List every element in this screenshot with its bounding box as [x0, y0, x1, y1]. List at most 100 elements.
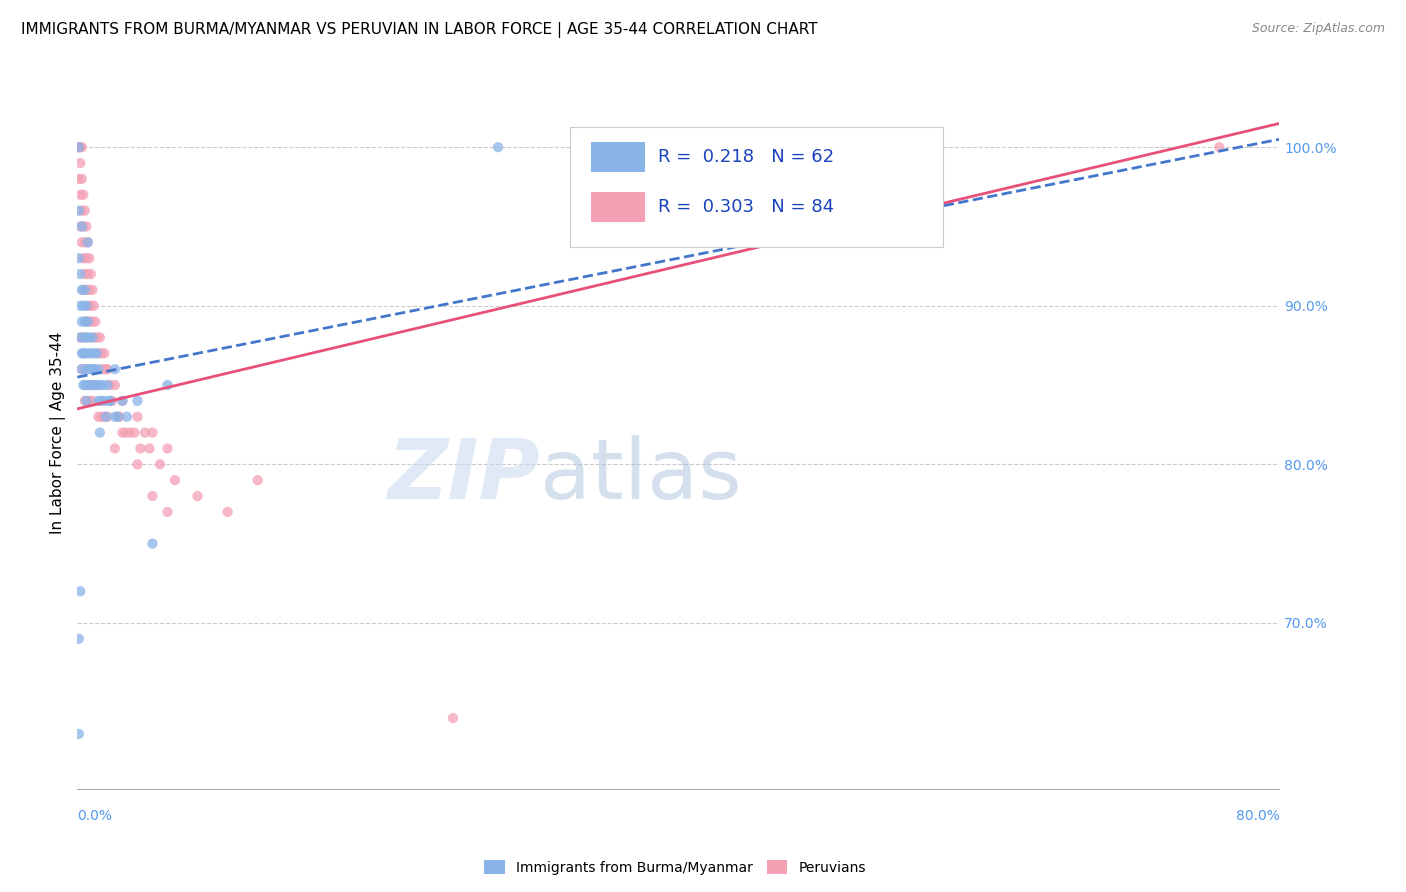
Point	[73, 267, 96, 281]
Point	[141, 425, 163, 440]
Point	[70, 203, 93, 218]
Point	[76, 235, 98, 250]
Point	[115, 409, 138, 424]
Point	[127, 393, 149, 408]
Point	[118, 425, 141, 440]
Point	[163, 473, 186, 487]
Point	[86, 378, 108, 392]
Legend: Immigrants from Burma/Myanmar, Peruvians: Immigrants from Burma/Myanmar, Peruvians	[478, 855, 872, 880]
Point	[104, 442, 127, 456]
Point	[91, 378, 114, 392]
Point	[79, 283, 101, 297]
Point	[96, 378, 118, 392]
Point	[75, 219, 97, 234]
Point	[72, 283, 94, 297]
Point	[89, 425, 111, 440]
Point	[97, 393, 120, 408]
Point	[114, 425, 136, 440]
Point	[82, 330, 104, 344]
Point	[93, 346, 115, 360]
Point	[72, 251, 94, 265]
Point	[67, 140, 90, 154]
Point	[82, 362, 104, 376]
Point	[79, 393, 101, 408]
Point	[67, 203, 90, 218]
Point	[217, 505, 239, 519]
Point	[91, 362, 114, 376]
Point	[67, 140, 90, 154]
Point	[111, 393, 134, 408]
Point	[70, 346, 93, 360]
Point	[67, 140, 90, 154]
Point	[129, 442, 152, 456]
Point	[1208, 140, 1230, 154]
Point	[70, 362, 93, 376]
Point	[79, 315, 101, 329]
Point	[73, 203, 96, 218]
Point	[100, 393, 122, 408]
Point	[69, 584, 91, 599]
Point	[87, 409, 110, 424]
Point	[127, 409, 149, 424]
Point	[69, 299, 91, 313]
Point	[104, 378, 127, 392]
Point	[83, 330, 105, 344]
Point	[83, 346, 105, 360]
Point	[72, 330, 94, 344]
Bar	[591, 192, 645, 222]
Point	[73, 330, 96, 344]
Point	[67, 251, 90, 265]
Point	[108, 409, 131, 424]
Point	[72, 219, 94, 234]
Point	[101, 393, 124, 408]
Point	[96, 362, 118, 376]
Text: atlas: atlas	[540, 435, 742, 516]
Point	[441, 711, 464, 725]
Point	[87, 346, 110, 360]
Point	[83, 378, 105, 392]
Point	[75, 315, 97, 329]
Point	[76, 267, 98, 281]
Point	[86, 346, 108, 360]
Point	[90, 409, 112, 424]
Point	[75, 283, 97, 297]
Point	[75, 362, 97, 376]
Point	[141, 536, 163, 550]
Point	[127, 458, 149, 472]
Point	[156, 505, 179, 519]
Point	[67, 172, 90, 186]
Point	[73, 393, 96, 408]
Point	[80, 378, 103, 392]
Point	[89, 378, 111, 392]
Text: ZIP: ZIP	[388, 435, 540, 516]
Text: IMMIGRANTS FROM BURMA/MYANMAR VS PERUVIAN IN LABOR FORCE | AGE 35-44 CORRELATION: IMMIGRANTS FROM BURMA/MYANMAR VS PERUVIA…	[21, 22, 818, 38]
Text: R =  0.218   N = 62: R = 0.218 N = 62	[658, 148, 834, 166]
Point	[76, 299, 98, 313]
Point	[93, 409, 115, 424]
Point	[246, 473, 269, 487]
Point	[76, 346, 98, 360]
Point	[76, 315, 98, 329]
Point	[156, 442, 179, 456]
Point	[73, 283, 96, 297]
Text: R =  0.303   N = 84: R = 0.303 N = 84	[658, 198, 834, 216]
Point	[69, 156, 91, 170]
Point	[69, 140, 91, 154]
Point	[84, 378, 107, 392]
Text: Source: ZipAtlas.com: Source: ZipAtlas.com	[1251, 22, 1385, 36]
Point	[111, 425, 134, 440]
Point	[93, 393, 115, 408]
Point	[70, 172, 93, 186]
Point	[134, 425, 156, 440]
Point	[76, 235, 98, 250]
Point	[138, 442, 160, 456]
Point	[80, 346, 103, 360]
Point	[75, 299, 97, 313]
Bar	[591, 142, 645, 172]
Point	[90, 346, 112, 360]
Text: 80.0%: 80.0%	[1236, 809, 1279, 823]
FancyBboxPatch shape	[571, 128, 943, 247]
Point	[72, 299, 94, 313]
Y-axis label: In Labor Force | Age 35-44: In Labor Force | Age 35-44	[51, 332, 66, 533]
Point	[82, 362, 104, 376]
